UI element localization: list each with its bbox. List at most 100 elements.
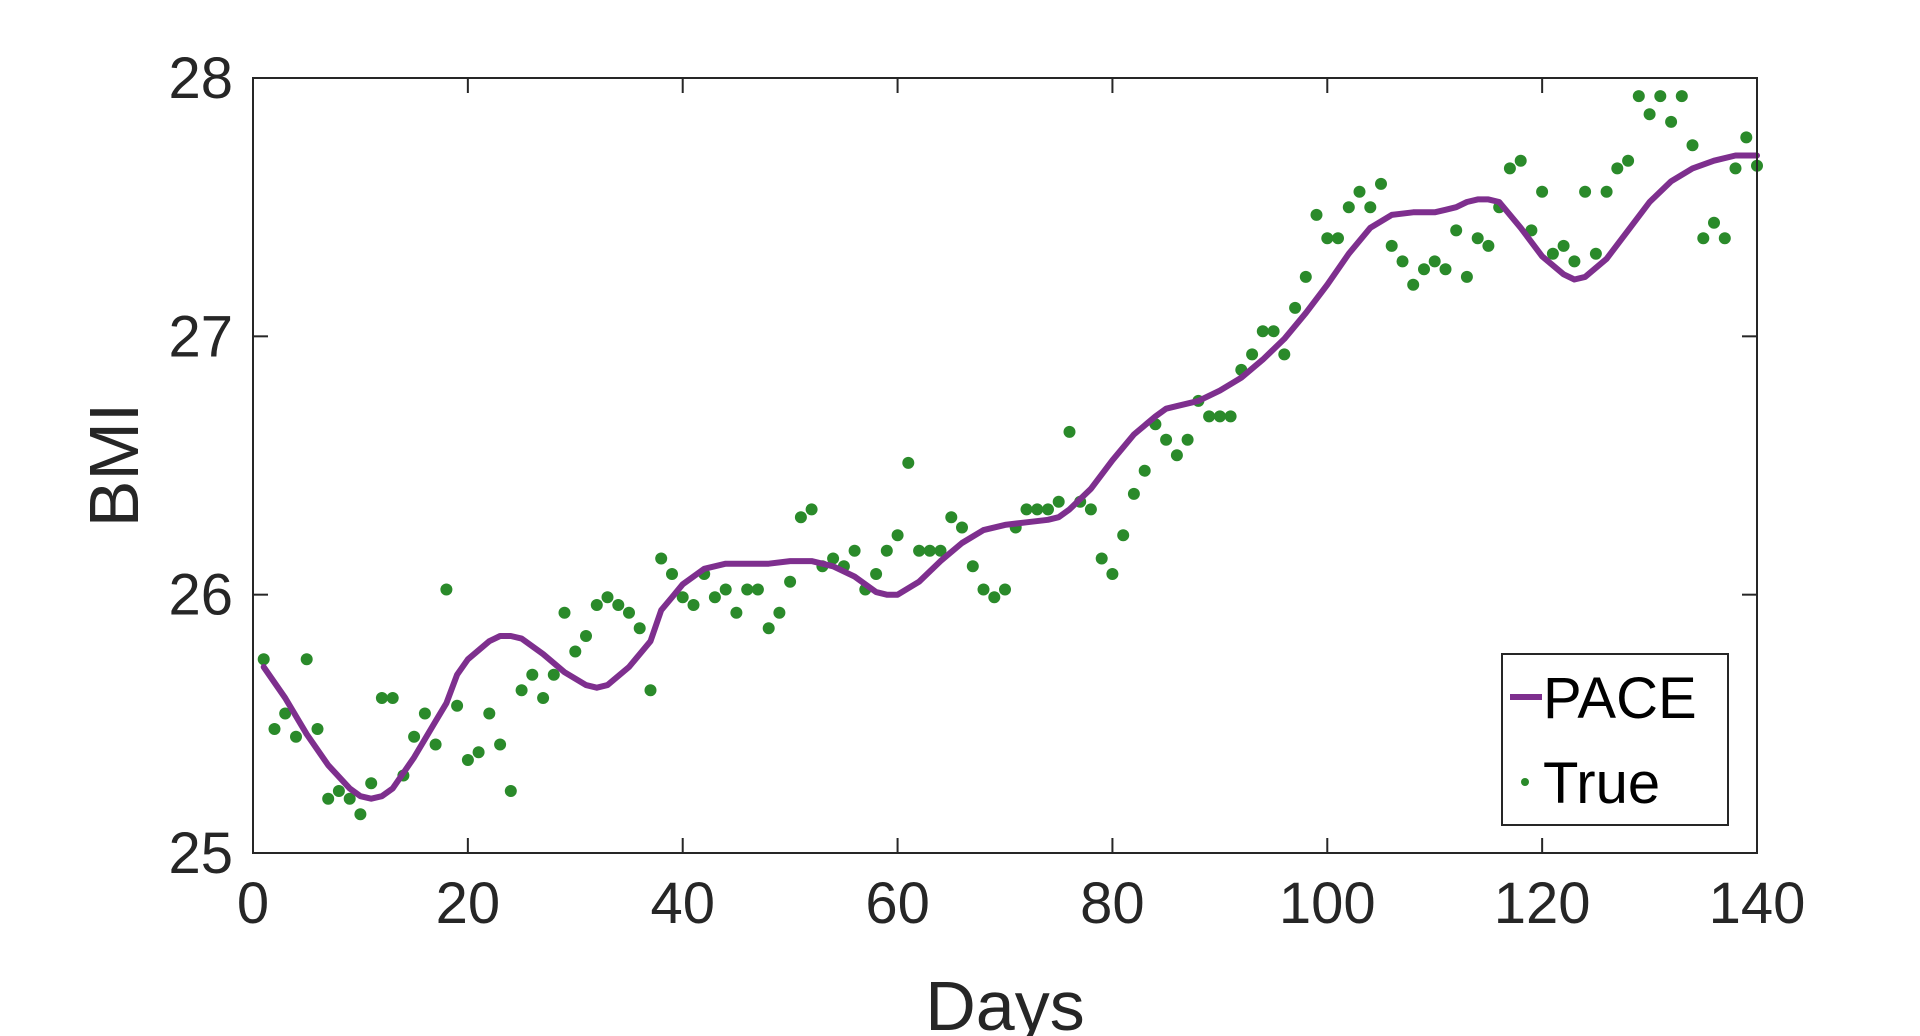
true-data-point — [322, 792, 335, 805]
true-data-point — [343, 792, 356, 805]
true-data-point — [1127, 487, 1140, 500]
true-data-point — [1686, 139, 1699, 152]
true-data-point — [1579, 185, 1592, 198]
true-data-point — [751, 583, 764, 596]
true-data-point — [461, 754, 474, 766]
true-data-point — [494, 738, 507, 751]
true-data-point — [1740, 131, 1753, 144]
true-data-point — [483, 707, 496, 720]
legend-pace-label: PACE — [1543, 666, 1697, 731]
true-data-point — [708, 591, 721, 604]
true-data-point — [1138, 464, 1151, 477]
true-data-point — [1117, 529, 1130, 542]
true-data-point — [1084, 503, 1097, 516]
true-data-point — [375, 692, 388, 704]
true-data-point — [934, 544, 947, 557]
true-data-point — [1310, 208, 1323, 221]
true-data-point — [1536, 185, 1549, 198]
true-data-point — [451, 699, 464, 712]
true-data-point — [966, 560, 979, 573]
true-data-point — [1611, 162, 1624, 175]
true-data-point — [429, 738, 442, 751]
true-data-point — [612, 599, 625, 611]
true-data-point — [1095, 552, 1108, 565]
legend: PACE True — [1501, 653, 1729, 826]
true-data-point — [870, 568, 883, 580]
true-data-point — [644, 684, 657, 697]
true-data-point — [1482, 239, 1495, 252]
true-data-point — [558, 606, 571, 619]
legend-true-swatch — [1521, 778, 1529, 786]
true-data-point — [569, 645, 582, 658]
true-data-point — [1503, 162, 1516, 175]
true-data-point — [741, 583, 754, 596]
true-data-point — [1407, 278, 1420, 291]
true-data-point — [805, 503, 818, 516]
x-tick-label: 100 — [1279, 871, 1376, 936]
y-axis-title: BMI — [75, 403, 153, 527]
true-data-point — [1589, 247, 1602, 260]
true-data-point — [537, 692, 550, 704]
x-tick-label: 0 — [237, 871, 269, 936]
true-data-point — [880, 544, 893, 557]
true-data-point — [1643, 108, 1656, 121]
axis-tick-labels: 0 20 40 60 80 100 120 140 25 26 27 28 — [168, 46, 1805, 936]
true-data-point — [472, 746, 485, 759]
true-data-point — [1622, 154, 1635, 167]
true-data-point — [300, 653, 313, 666]
true-data-point — [762, 622, 775, 635]
true-data-point — [290, 730, 302, 743]
true-data-point — [515, 684, 528, 697]
true-data-point — [1418, 263, 1430, 276]
y-tick-label: 26 — [168, 563, 233, 628]
true-data-point — [1654, 90, 1667, 103]
true-data-point — [773, 606, 786, 619]
true-data-point — [257, 653, 270, 666]
true-data-point — [1256, 325, 1269, 338]
true-data-point — [311, 723, 324, 735]
true-data-point — [1160, 433, 1173, 446]
true-data-point — [1342, 201, 1355, 214]
true-data-point — [1170, 449, 1183, 462]
true-data-point — [945, 511, 958, 524]
true-data-point — [1299, 270, 1312, 283]
true-data-point — [1675, 90, 1688, 103]
true-data-point — [526, 668, 539, 681]
true-data-point — [794, 511, 807, 524]
legend-true-label: True — [1543, 751, 1660, 816]
true-data-point — [365, 777, 378, 790]
true-data-point — [827, 552, 840, 565]
true-data-point — [1203, 410, 1216, 423]
true-data-point — [977, 583, 990, 596]
scatter-series — [257, 90, 1763, 821]
x-tick-label: 40 — [650, 871, 715, 936]
true-data-point — [1514, 154, 1527, 167]
true-data-point — [1439, 263, 1452, 276]
true-data-point — [999, 583, 1011, 596]
true-data-point — [1450, 224, 1463, 237]
true-data-point — [1063, 425, 1076, 438]
true-data-point — [1460, 270, 1473, 283]
true-data-point — [408, 730, 421, 743]
true-data-point — [1471, 232, 1484, 245]
true-data-point — [1321, 232, 1334, 245]
pace-series-line — [260, 152, 1760, 802]
x-tick-label: 60 — [865, 871, 930, 936]
true-data-point — [504, 785, 517, 797]
true-data-point — [891, 529, 904, 542]
true-data-point — [676, 591, 689, 604]
x-tick-label: 20 — [436, 871, 501, 936]
true-data-point — [730, 606, 743, 619]
true-data-point — [687, 599, 700, 611]
true-data-point — [1020, 503, 1033, 516]
true-data-point — [1729, 162, 1742, 175]
true-data-point — [1246, 348, 1259, 361]
true-data-point — [1052, 495, 1065, 508]
true-data-point — [279, 707, 292, 720]
y-tick-label: 27 — [168, 304, 233, 369]
true-data-point — [547, 668, 560, 681]
true-data-point — [784, 575, 797, 588]
true-data-point — [601, 591, 614, 604]
true-data-point — [902, 456, 915, 469]
